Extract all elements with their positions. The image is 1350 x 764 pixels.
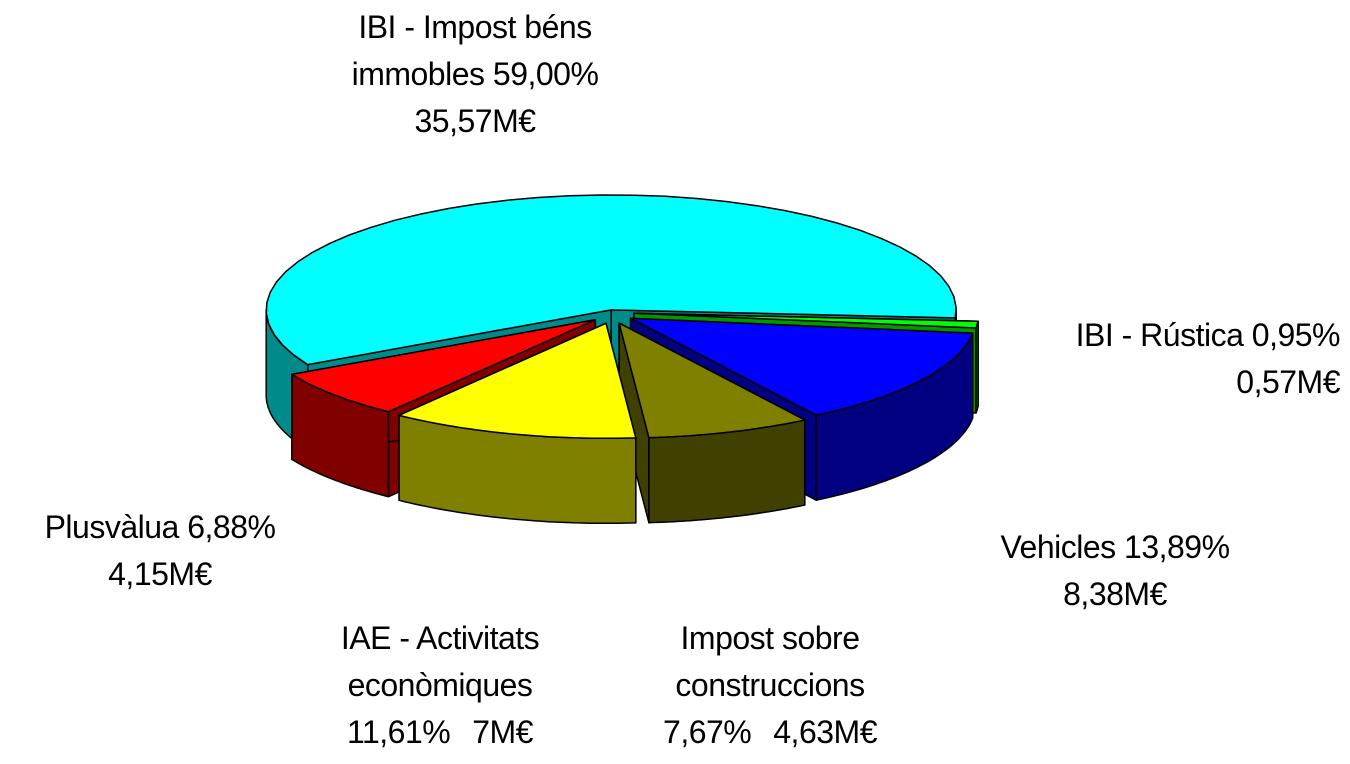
label-category: Vehicles <box>1000 529 1116 565</box>
slice <box>398 322 637 525</box>
label-amount: 0,57M€ <box>1236 364 1340 400</box>
data-label: IBI - Impost béns immobles 59,00% 35,57M€ <box>305 4 645 145</box>
slice-top <box>633 312 979 329</box>
label-category: Impost sobre construccions <box>675 620 865 703</box>
data-label: Plusvàlua 6,88% 4,15M€ <box>0 504 320 598</box>
label-percent: 6,88% <box>187 509 276 545</box>
label-percent: 13,89% <box>1124 529 1230 565</box>
slice-top <box>398 322 637 440</box>
label-category: IBI - Impost béns immobles <box>351 9 593 92</box>
label-category: Plusvàlua <box>44 509 180 545</box>
slice-top <box>629 317 974 416</box>
label-percent: 11,61% <box>347 714 451 750</box>
data-label: IAE - Activitats econòmiques 11,61% 7M€ <box>290 615 590 756</box>
slice-top <box>291 318 597 413</box>
label-percent: 59,00% <box>492 56 599 92</box>
data-label: Vehicles 13,89% 8,38M€ <box>935 524 1295 618</box>
label-category: IAE - Activitats econòmiques <box>340 620 540 703</box>
data-label: Impost sobre construccions 7,67% 4,63M€ <box>610 615 930 756</box>
label-amount: 4,15M€ <box>108 556 212 592</box>
label-amount: 4,63M€ <box>773 714 877 750</box>
label-percent: 0,95% <box>1251 317 1341 353</box>
slice-top <box>265 194 957 366</box>
label-amount: 35,57M€ <box>414 103 536 139</box>
label-amount: 7M€ <box>472 714 533 750</box>
label-category: IBI - Rústica <box>1075 317 1244 353</box>
label-percent: 7,67% <box>663 714 752 750</box>
slice <box>618 322 806 524</box>
slice-top <box>618 322 806 439</box>
data-label: IBI - Rústica 0,95% 0,57M€ <box>955 312 1341 406</box>
label-amount: 8,38M€ <box>1063 576 1167 612</box>
